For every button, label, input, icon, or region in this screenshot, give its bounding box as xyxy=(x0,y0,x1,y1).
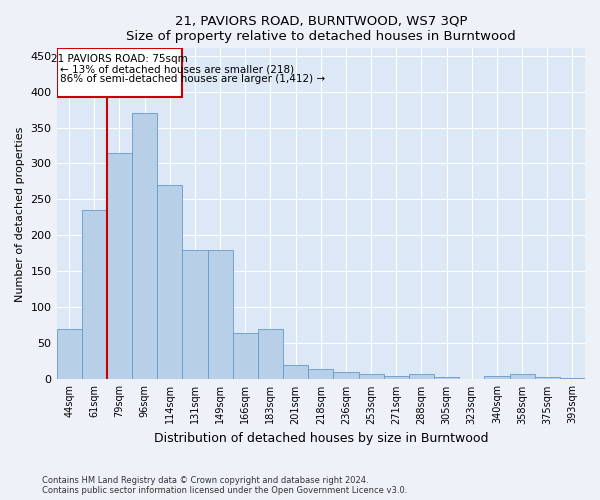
Bar xyxy=(132,113,157,380)
Text: Contains HM Land Registry data © Crown copyright and database right 2024.
Contai: Contains HM Land Registry data © Crown c… xyxy=(42,476,407,495)
Bar xyxy=(56,329,82,380)
Bar xyxy=(535,378,560,380)
Bar xyxy=(434,378,459,380)
Bar xyxy=(359,374,383,380)
Bar xyxy=(560,378,585,380)
Bar xyxy=(409,374,434,380)
Bar xyxy=(484,376,509,380)
Bar xyxy=(509,374,535,380)
Bar xyxy=(258,329,283,380)
Bar xyxy=(233,332,258,380)
Text: 86% of semi-detached houses are larger (1,412) →: 86% of semi-detached houses are larger (… xyxy=(61,74,325,84)
Bar xyxy=(334,372,359,380)
X-axis label: Distribution of detached houses by size in Burntwood: Distribution of detached houses by size … xyxy=(154,432,488,445)
Bar xyxy=(82,210,107,380)
Bar xyxy=(308,368,334,380)
Title: 21, PAVIORS ROAD, BURNTWOOD, WS7 3QP
Size of property relative to detached house: 21, PAVIORS ROAD, BURNTWOOD, WS7 3QP Siz… xyxy=(126,15,515,43)
Y-axis label: Number of detached properties: Number of detached properties xyxy=(15,126,25,302)
Text: 21 PAVIORS ROAD: 75sqm: 21 PAVIORS ROAD: 75sqm xyxy=(51,54,188,64)
Bar xyxy=(283,365,308,380)
Text: ← 13% of detached houses are smaller (218): ← 13% of detached houses are smaller (21… xyxy=(61,64,295,74)
Bar xyxy=(107,152,132,380)
Bar xyxy=(157,185,182,380)
Bar xyxy=(182,250,208,380)
Bar xyxy=(208,250,233,380)
Bar xyxy=(56,48,182,96)
Bar xyxy=(383,376,409,380)
